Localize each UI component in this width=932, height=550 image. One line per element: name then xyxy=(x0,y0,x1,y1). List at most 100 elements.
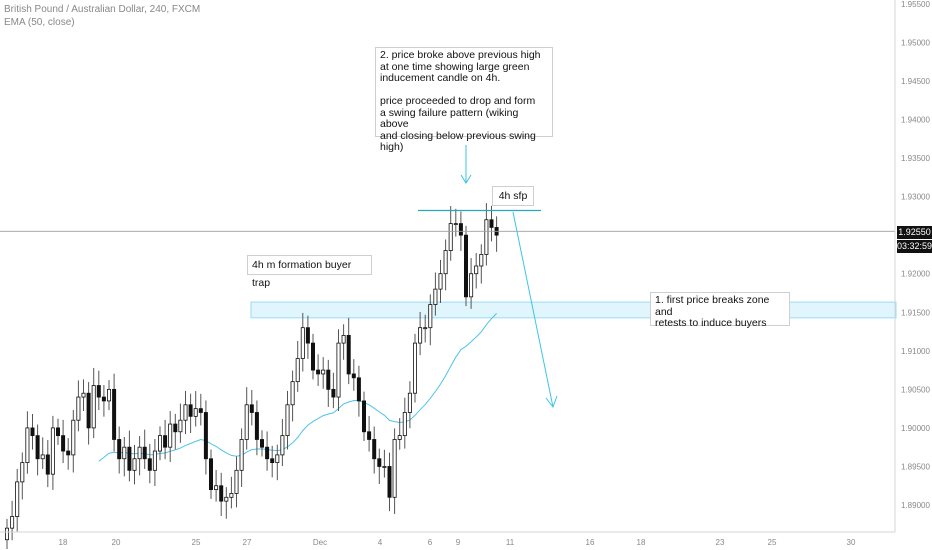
time-tick-label: 9 xyxy=(456,538,461,547)
candle-bull xyxy=(122,446,127,460)
candle-bull xyxy=(382,466,387,468)
candle-bear xyxy=(346,334,351,375)
arrow-down-head xyxy=(460,174,472,184)
candle-bull xyxy=(479,254,484,267)
candle-bear xyxy=(249,404,254,413)
price-tick-label: 1.89500 xyxy=(901,462,930,471)
candle-bear xyxy=(56,427,61,437)
candle-bull xyxy=(423,327,428,330)
candle-bear xyxy=(142,446,147,460)
time-tick-label: 18 xyxy=(59,538,68,547)
candle-bear xyxy=(265,446,270,460)
candle-bear xyxy=(61,435,66,452)
candle-bull xyxy=(397,435,402,440)
candle-bull xyxy=(392,439,397,498)
time-tick-label: 16 xyxy=(586,538,595,547)
candle-bull xyxy=(10,516,15,529)
candle-bear xyxy=(489,219,494,228)
candle-bull xyxy=(300,327,305,359)
time-tick-label: 20 xyxy=(112,538,121,547)
price-tick-label: 1.95000 xyxy=(901,38,930,47)
candle-bear xyxy=(367,431,372,440)
candle-bear xyxy=(86,392,91,429)
candle-bear xyxy=(463,234,468,298)
time-tick-label: Dec xyxy=(313,538,327,547)
candle-bear xyxy=(117,439,122,460)
candle-bull xyxy=(178,419,183,433)
candle-bear xyxy=(203,412,208,460)
time-tick-label: 23 xyxy=(716,538,725,547)
candle-bear xyxy=(331,388,336,398)
candle-bull xyxy=(25,427,30,464)
candle-bear xyxy=(96,385,101,398)
indicator-legend: EMA (50, close) xyxy=(4,17,75,28)
price-tick-label: 1.93500 xyxy=(901,154,930,163)
candle-bull xyxy=(244,404,249,440)
candle-bear xyxy=(66,450,71,456)
time-tick-label: 11 xyxy=(506,538,515,547)
price-tick-label: 1.94500 xyxy=(901,77,930,86)
candle-bull xyxy=(290,381,295,406)
time-tick-label: 6 xyxy=(428,538,433,547)
candle-bear xyxy=(377,458,382,467)
candle-bull xyxy=(152,450,157,471)
candle-bull xyxy=(137,446,142,460)
time-tick-label: 30 xyxy=(847,538,856,547)
price-tick-label: 1.93000 xyxy=(901,193,930,202)
candle-bear xyxy=(310,342,315,371)
candle-bear xyxy=(372,439,377,460)
zone-rectangle xyxy=(250,301,897,319)
candle-bull xyxy=(81,392,86,398)
candle-bear xyxy=(316,369,321,375)
candle-bull xyxy=(239,439,244,471)
annotation-lines xyxy=(0,145,895,409)
candle-bull xyxy=(5,527,10,541)
annotation-label-buyer-trap[interactable]: 4h m formation buyer trap xyxy=(247,255,372,289)
price-tick-label: 1.90500 xyxy=(901,385,930,394)
candle-bear xyxy=(208,458,213,490)
chart-title: British Pound / Australian Dollar, 240, … xyxy=(4,4,201,15)
candle-bear xyxy=(198,408,203,413)
candle-bear xyxy=(259,439,264,448)
candle-bull xyxy=(448,223,453,251)
annotation-label-sfp[interactable]: 4h sfp xyxy=(492,186,534,206)
time-tick-label: 25 xyxy=(192,538,201,547)
candle-bull xyxy=(341,334,346,344)
candle-bear xyxy=(254,412,259,440)
candle-bear xyxy=(387,466,392,498)
candle-bear xyxy=(30,427,35,437)
candle-bull xyxy=(438,273,443,290)
annotation-note-zone[interactable]: 1. first price breaks zone and retests t… xyxy=(650,292,790,329)
candle-bull xyxy=(234,469,239,494)
candle-bull xyxy=(193,408,198,417)
candle-bear xyxy=(361,400,366,433)
annotation-note-breakout[interactable]: 2. price broke above previous high at on… xyxy=(375,47,553,153)
candle-bull xyxy=(336,342,341,398)
candle-bull xyxy=(428,304,433,329)
price-tick-label: 1.95500 xyxy=(901,0,930,9)
current-price-label: 1.92550 xyxy=(897,226,932,239)
supply-zone xyxy=(250,301,897,319)
candle-bull xyxy=(418,327,423,344)
candle-bear xyxy=(127,446,132,471)
time-tick-label: 25 xyxy=(768,538,777,547)
candle-bull xyxy=(280,435,285,456)
projection-arrow-head xyxy=(545,395,558,409)
candle-bull xyxy=(91,385,96,429)
time-tick-label: 4 xyxy=(378,538,383,547)
candle-bull xyxy=(132,458,137,471)
candle-bear xyxy=(351,373,356,379)
candle-bear xyxy=(101,396,106,402)
candle-bull xyxy=(76,396,81,421)
candles xyxy=(5,203,499,549)
candle-bull xyxy=(183,404,188,421)
candle-bull xyxy=(474,265,479,275)
candle-bear xyxy=(163,435,168,448)
candle-bear xyxy=(45,454,50,475)
candle-bear xyxy=(356,377,361,402)
candle-bull xyxy=(107,388,112,402)
price-tick-label: 1.90000 xyxy=(901,424,930,433)
candle-bull xyxy=(295,358,300,383)
candle-bear xyxy=(458,223,463,236)
